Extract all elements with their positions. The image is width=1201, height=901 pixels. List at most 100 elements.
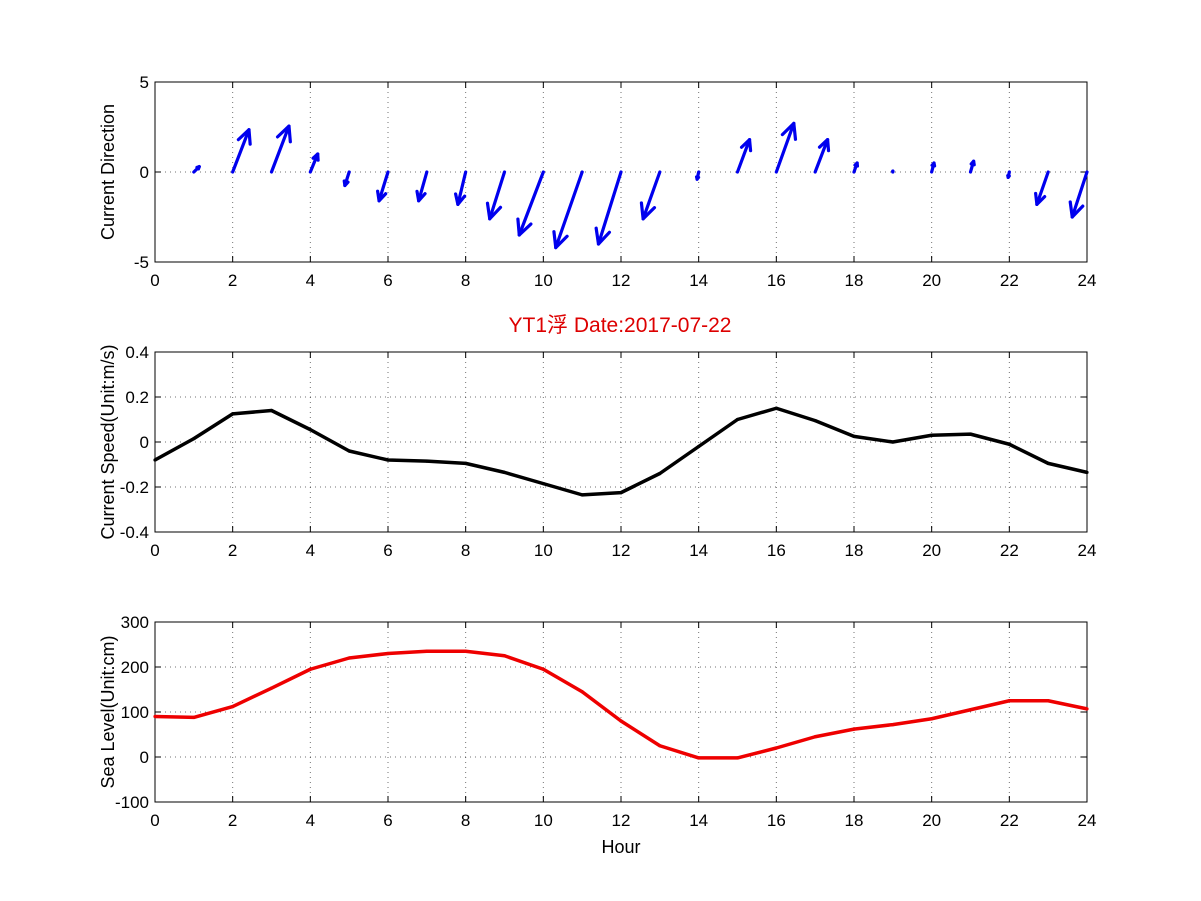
sea-level-data-point xyxy=(697,756,701,760)
sea-level-data-point xyxy=(464,649,468,653)
figure-title: YT1浮 Date:2017-07-22 xyxy=(509,314,732,337)
direction-arrow xyxy=(192,165,201,174)
current-speed-data-point xyxy=(386,458,390,462)
direction-arrow xyxy=(930,161,937,174)
direction-arrow-head xyxy=(930,161,937,168)
direction-arrow-head xyxy=(969,159,976,167)
current-speed-data-point xyxy=(774,406,778,410)
current-speed-y-tick-label: 0.4 xyxy=(125,343,149,362)
current-direction-y-tick-label: 5 xyxy=(140,73,149,92)
direction-arrow-head xyxy=(853,161,860,168)
sea-level-data-point xyxy=(891,723,895,727)
current-speed-x-tick-label: 10 xyxy=(534,541,553,560)
current-speed-panel: 0 2 4 6 8 10 12 14 16 18 20 22 24-0.4-0.200.20.4Curr… xyxy=(98,343,1096,560)
sea-level-data-point xyxy=(502,654,507,658)
current-speed-x-tick-label: 6 xyxy=(383,541,392,560)
current-direction-x-tick-label: 0 xyxy=(150,271,159,290)
direction-arrow-shaft xyxy=(377,170,390,203)
direction-arrow-head xyxy=(376,189,388,203)
current-direction-y-tick-label: -5 xyxy=(134,253,149,272)
current-speed-data-point xyxy=(425,459,429,463)
direction-arrow xyxy=(485,170,507,221)
direction-arrow-head xyxy=(1068,200,1085,219)
current-direction-x-tick-label: 16 xyxy=(767,271,786,290)
sea-level-data-point xyxy=(425,649,429,653)
direction-arrow xyxy=(852,161,860,174)
current-speed-x-tick-label: 8 xyxy=(461,541,470,560)
current-speed-y-tick-label: 0.2 xyxy=(125,388,149,407)
sea-level-data-point xyxy=(347,656,351,660)
direction-arrow-head xyxy=(342,179,350,188)
direction-arrow xyxy=(639,170,662,221)
direction-arrow-shaft xyxy=(488,170,507,221)
current-speed-data-point xyxy=(1007,442,1011,446)
direction-arrow-shaft xyxy=(596,170,623,246)
sea-level-x-tick-label: 0 xyxy=(150,811,159,830)
current-speed-data-point xyxy=(891,440,895,444)
direction-arrow-shaft xyxy=(269,124,291,174)
current-direction-x-tick-label: 14 xyxy=(689,271,708,290)
sea-level-x-tick-label: 20 xyxy=(922,811,941,830)
current-speed-x-tick-label: 0 xyxy=(150,541,159,560)
direction-arrow-shaft xyxy=(1070,170,1089,219)
direction-arrow xyxy=(342,170,351,188)
sea-level-x-tick-label: 24 xyxy=(1078,811,1097,830)
sea-level-y-axis-label: Sea Level(Unit:cm) xyxy=(98,635,118,788)
direction-arrow xyxy=(735,138,753,174)
current-speed-data-point xyxy=(735,417,740,422)
current-speed-y-tick-label: 0 xyxy=(140,433,149,452)
sea-level-data-point xyxy=(580,690,584,694)
direction-arrow-head xyxy=(694,175,701,181)
direction-arrow xyxy=(376,170,390,203)
sea-level-x-axis-label: Hour xyxy=(601,837,640,857)
sea-level-data-point xyxy=(1046,699,1050,703)
sea-level-x-tick-label: 2 xyxy=(228,811,237,830)
current-speed-y-axis-label: Current Speed(Unit:m/s) xyxy=(98,344,118,539)
current-speed-data-point xyxy=(697,444,701,449)
current-speed-x-tick-label: 18 xyxy=(845,541,864,560)
sea-level-x-tick-label: 4 xyxy=(306,811,315,830)
current-direction-x-tick-label: 22 xyxy=(1000,271,1019,290)
direction-arrow xyxy=(454,170,468,206)
sea-level-y-tick-label: 200 xyxy=(121,658,149,677)
sea-level-data-point xyxy=(386,651,390,656)
sea-level-data-point xyxy=(1085,707,1089,711)
current-speed-x-tick-label: 20 xyxy=(922,541,941,560)
current-direction-x-tick-label: 20 xyxy=(922,271,941,290)
direction-arrow-shaft xyxy=(456,170,468,206)
current-speed-x-tick-label: 14 xyxy=(689,541,708,560)
current-direction-x-tick-label: 12 xyxy=(612,271,631,290)
current-speed-data-point xyxy=(1046,461,1050,465)
direction-arrow-head xyxy=(311,152,320,162)
direction-arrow xyxy=(269,124,292,174)
direction-arrow xyxy=(516,170,545,237)
direction-arrow-shaft xyxy=(517,170,545,237)
sea-level-data-point xyxy=(192,715,196,720)
current-speed-data-point xyxy=(852,434,856,438)
direction-arrow xyxy=(594,170,623,246)
direction-arrow-shaft xyxy=(813,138,830,174)
direction-arrow-head xyxy=(236,128,252,146)
direction-arrow xyxy=(813,138,831,174)
sea-level-data-point xyxy=(619,719,623,723)
current-speed-data-point xyxy=(192,437,196,441)
current-direction-x-tick-label: 2 xyxy=(228,271,237,290)
sea-level-y-tick-label: 0 xyxy=(140,748,149,767)
direction-arrow xyxy=(1068,170,1089,219)
sea-level-x-tick-label: 16 xyxy=(767,811,786,830)
sea-level-data-point xyxy=(968,708,973,712)
current-speed-data-point xyxy=(813,419,817,423)
current-speed-data-point xyxy=(968,432,973,436)
direction-arrow xyxy=(552,170,584,250)
current-speed-data-point xyxy=(308,428,312,432)
sea-level-x-tick-label: 8 xyxy=(461,811,470,830)
sea-level-x-tick-label: 12 xyxy=(612,811,631,830)
direction-arrow-head xyxy=(275,124,292,144)
sea-level-data-point xyxy=(852,727,856,731)
sea-level-x-tick-label: 22 xyxy=(1000,811,1019,830)
sea-level-data-point xyxy=(1007,699,1011,703)
current-speed-data-point xyxy=(619,491,623,495)
sea-level-x-tick-label: 10 xyxy=(534,811,553,830)
direction-arrow-shaft xyxy=(417,170,429,203)
direction-arrow-shaft xyxy=(735,138,752,174)
